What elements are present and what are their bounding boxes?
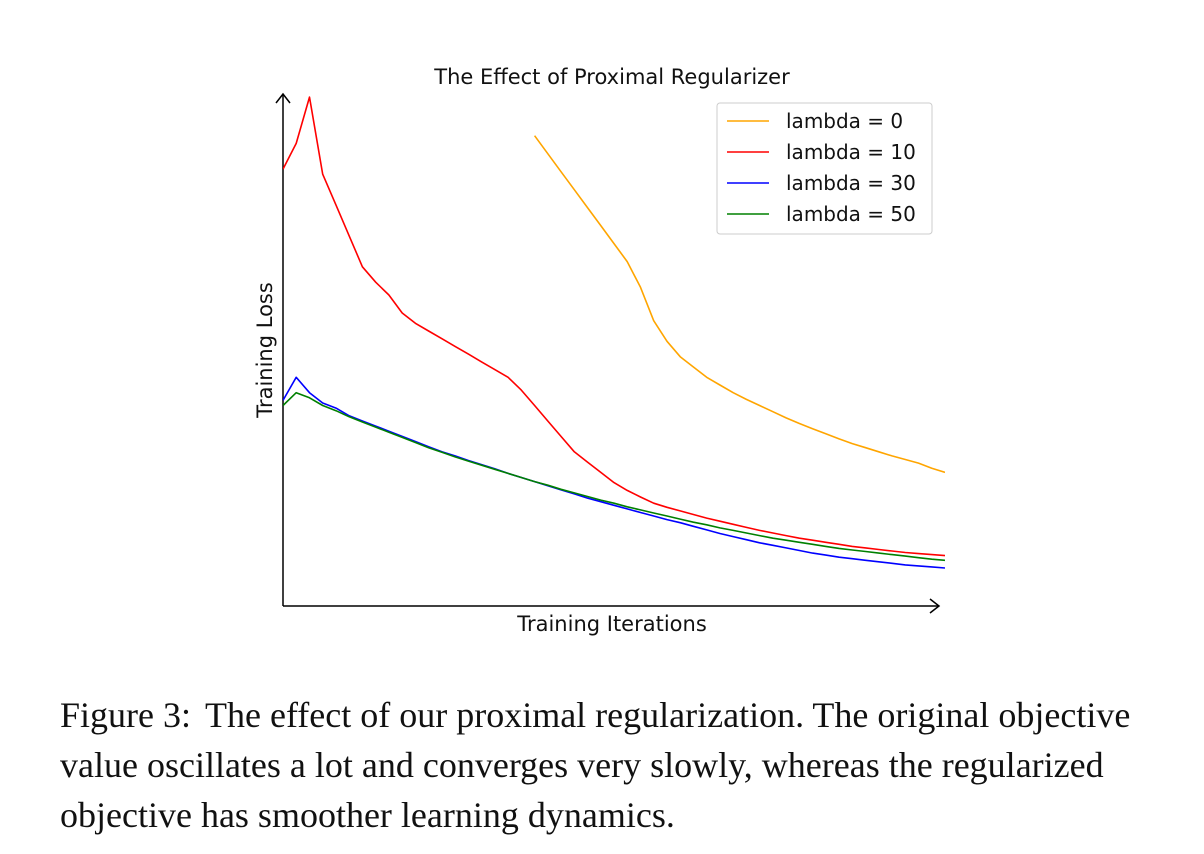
chart-title: The Effect of Proximal Regularizer — [433, 65, 790, 89]
x-axis-label: Training Iterations — [516, 612, 707, 636]
x-axis-arrow — [929, 598, 941, 614]
series-line-2 — [283, 96, 945, 557]
line-chart: The Effect of Proximal Regularizer Train… — [253, 65, 945, 636]
series-group — [283, 96, 945, 569]
y-axis-arrow — [275, 92, 291, 104]
axes — [275, 92, 941, 614]
series-line-1 — [533, 135, 945, 474]
legend-label-3: lambda = 30 — [786, 171, 916, 195]
caption-label: Figure 3: — [60, 695, 191, 735]
series-line-4 — [283, 391, 945, 562]
legend: lambda = 0 lambda = 10 lambda = 30 lambda =… — [716, 102, 933, 235]
legend-label-1: lambda = 0 — [786, 109, 903, 133]
figure-caption: Figure 3: The effect of our proximal regu… — [60, 690, 1160, 840]
caption-text: The effect of our proximal regularizatio… — [60, 695, 1131, 835]
legend-frame — [716, 102, 933, 235]
legend-label-4: lambda = 50 — [786, 202, 916, 226]
series-line-3 — [283, 376, 945, 569]
legend-label-2: lambda = 10 — [786, 140, 916, 164]
y-axis-label: Training Loss — [253, 282, 277, 419]
